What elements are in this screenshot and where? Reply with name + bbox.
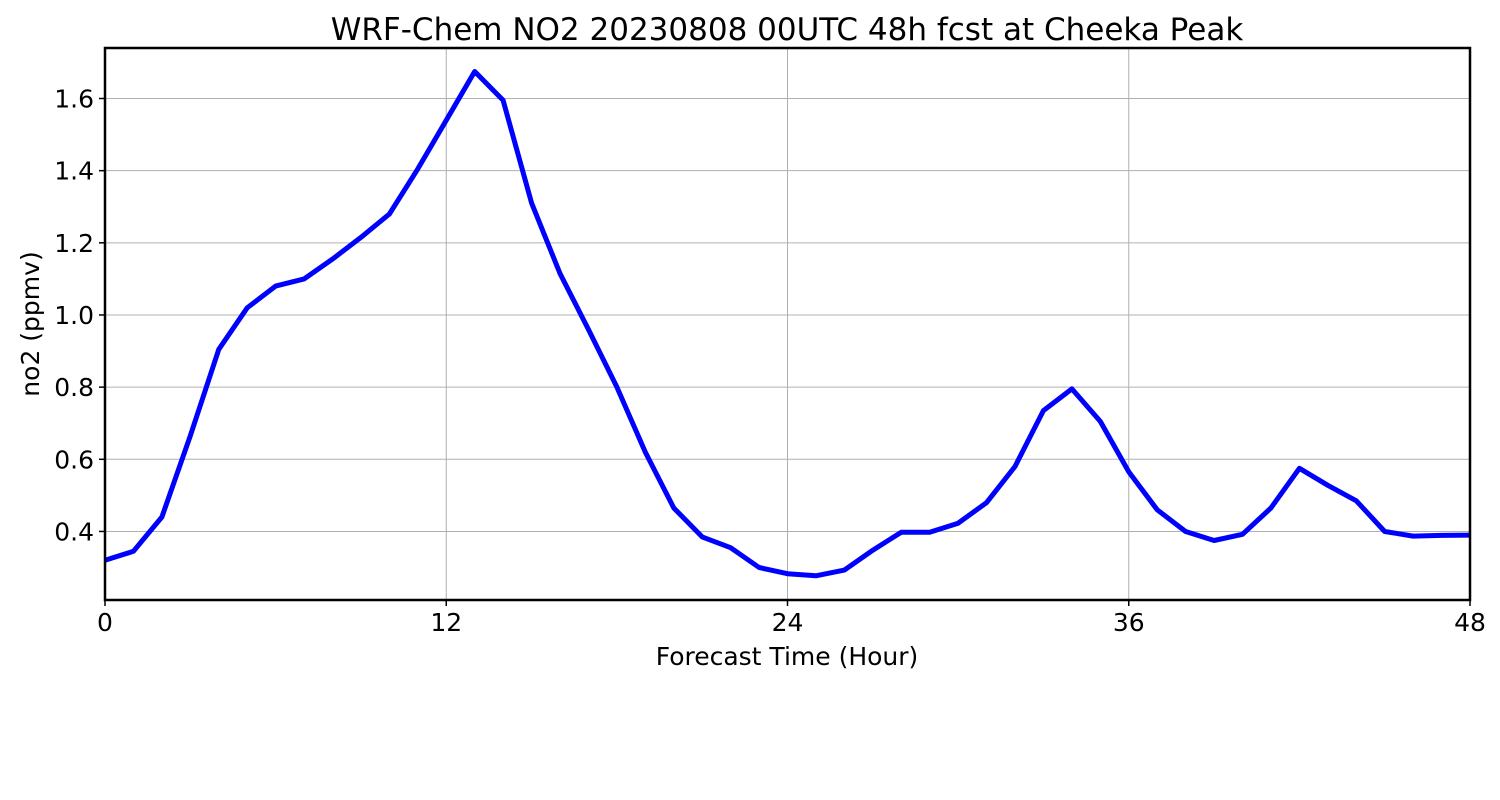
grid	[104, 48, 1471, 600]
x-axis-label: Forecast Time (Hour)	[656, 642, 919, 671]
chart-title: WRF-Chem NO2 20230808 00UTC 48h fcst at …	[331, 12, 1244, 48]
series-line	[104, 69, 1471, 579]
x-tick-label: 48	[1454, 608, 1486, 637]
y-axis: 0.4 0.6 0.8 1.0 1.2 1.4 1.6	[54, 85, 105, 546]
x-tick-label: 0	[97, 608, 113, 637]
plot-area	[104, 69, 1471, 579]
y-tick-label: 1.6	[54, 85, 94, 114]
x-axis: 0 12 24 36 48	[97, 600, 1486, 637]
x-tick-label: 12	[430, 608, 462, 637]
y-tick-label: 1.0	[54, 301, 94, 330]
y-tick-label: 0.4	[54, 517, 94, 546]
y-tick-label: 1.4	[54, 157, 94, 186]
y-tick-label: 0.8	[54, 373, 94, 402]
y-tick-label: 0.6	[54, 445, 94, 474]
x-tick-label: 24	[772, 608, 804, 637]
y-axis-label: no2 (ppmv)	[16, 251, 45, 396]
x-tick-label: 36	[1113, 608, 1145, 637]
y-tick-label: 1.2	[54, 229, 94, 258]
